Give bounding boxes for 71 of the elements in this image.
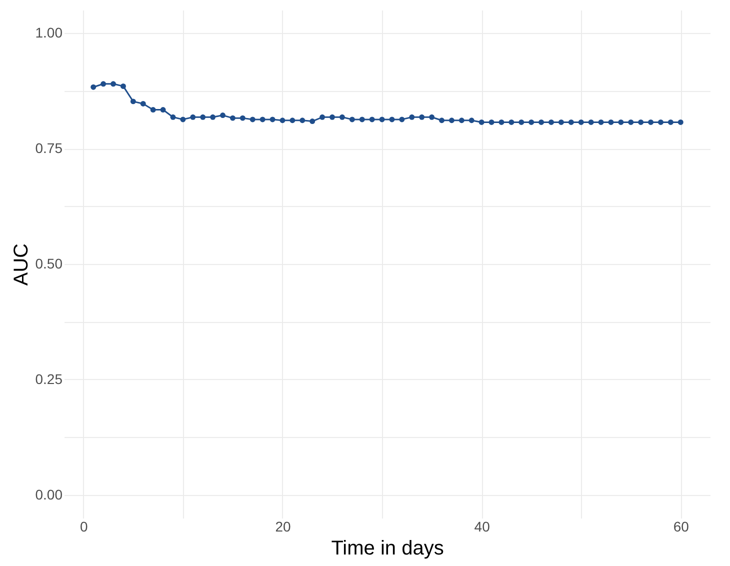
point [330, 114, 335, 120]
point [638, 119, 644, 125]
x-tick-label: 60 [673, 518, 690, 534]
point [280, 118, 286, 124]
point [668, 119, 674, 125]
y-tick-label: 1.00 [35, 24, 63, 41]
y-tick-label: 0.75 [35, 140, 63, 156]
point [558, 119, 564, 125]
point [90, 84, 96, 90]
point [608, 119, 614, 125]
point [478, 119, 484, 125]
x-tick-label: 20 [275, 518, 291, 534]
point [528, 119, 534, 125]
point [658, 119, 664, 125]
point [100, 81, 106, 87]
point [448, 118, 454, 124]
point [160, 107, 166, 112]
point [389, 116, 395, 122]
point [260, 116, 266, 122]
point [339, 114, 345, 120]
point [628, 119, 634, 125]
point [250, 116, 256, 122]
point [270, 116, 276, 122]
y-axis-title: AUC [10, 243, 32, 286]
x-axis-title: Time in days [331, 538, 444, 560]
point [110, 81, 116, 87]
point [190, 114, 196, 120]
point [310, 118, 316, 124]
point [588, 119, 594, 125]
point [150, 107, 156, 112]
point [170, 114, 176, 120]
point [120, 83, 126, 89]
y-tick-label: 0.50 [35, 256, 63, 272]
point [290, 118, 296, 124]
point [508, 119, 514, 125]
point [379, 116, 385, 122]
point [200, 114, 206, 120]
x-tick-label: 0 [80, 518, 88, 534]
point [130, 98, 136, 104]
point [488, 119, 494, 125]
point [578, 119, 584, 125]
point [180, 116, 186, 122]
point [548, 119, 554, 125]
point [518, 119, 524, 125]
point [568, 119, 574, 125]
point [429, 114, 435, 120]
point [458, 118, 464, 124]
y-tick-label: 0.25 [35, 370, 63, 387]
point [140, 101, 146, 106]
x-tick-label: 40 [474, 518, 490, 534]
point [648, 119, 654, 125]
point [210, 114, 216, 120]
point [468, 118, 474, 124]
point [409, 114, 415, 120]
point [419, 114, 425, 120]
point [439, 118, 444, 124]
point [498, 119, 504, 125]
point [678, 119, 684, 125]
point [349, 116, 355, 122]
point [240, 115, 246, 121]
point [598, 119, 604, 125]
point [618, 119, 624, 125]
point [538, 119, 544, 125]
y-tick-label: 0.00 [35, 486, 63, 502]
point [320, 114, 326, 120]
point [369, 116, 375, 122]
point [230, 115, 236, 121]
point [220, 112, 226, 118]
point [300, 118, 306, 124]
point [359, 116, 365, 122]
point [399, 116, 405, 122]
